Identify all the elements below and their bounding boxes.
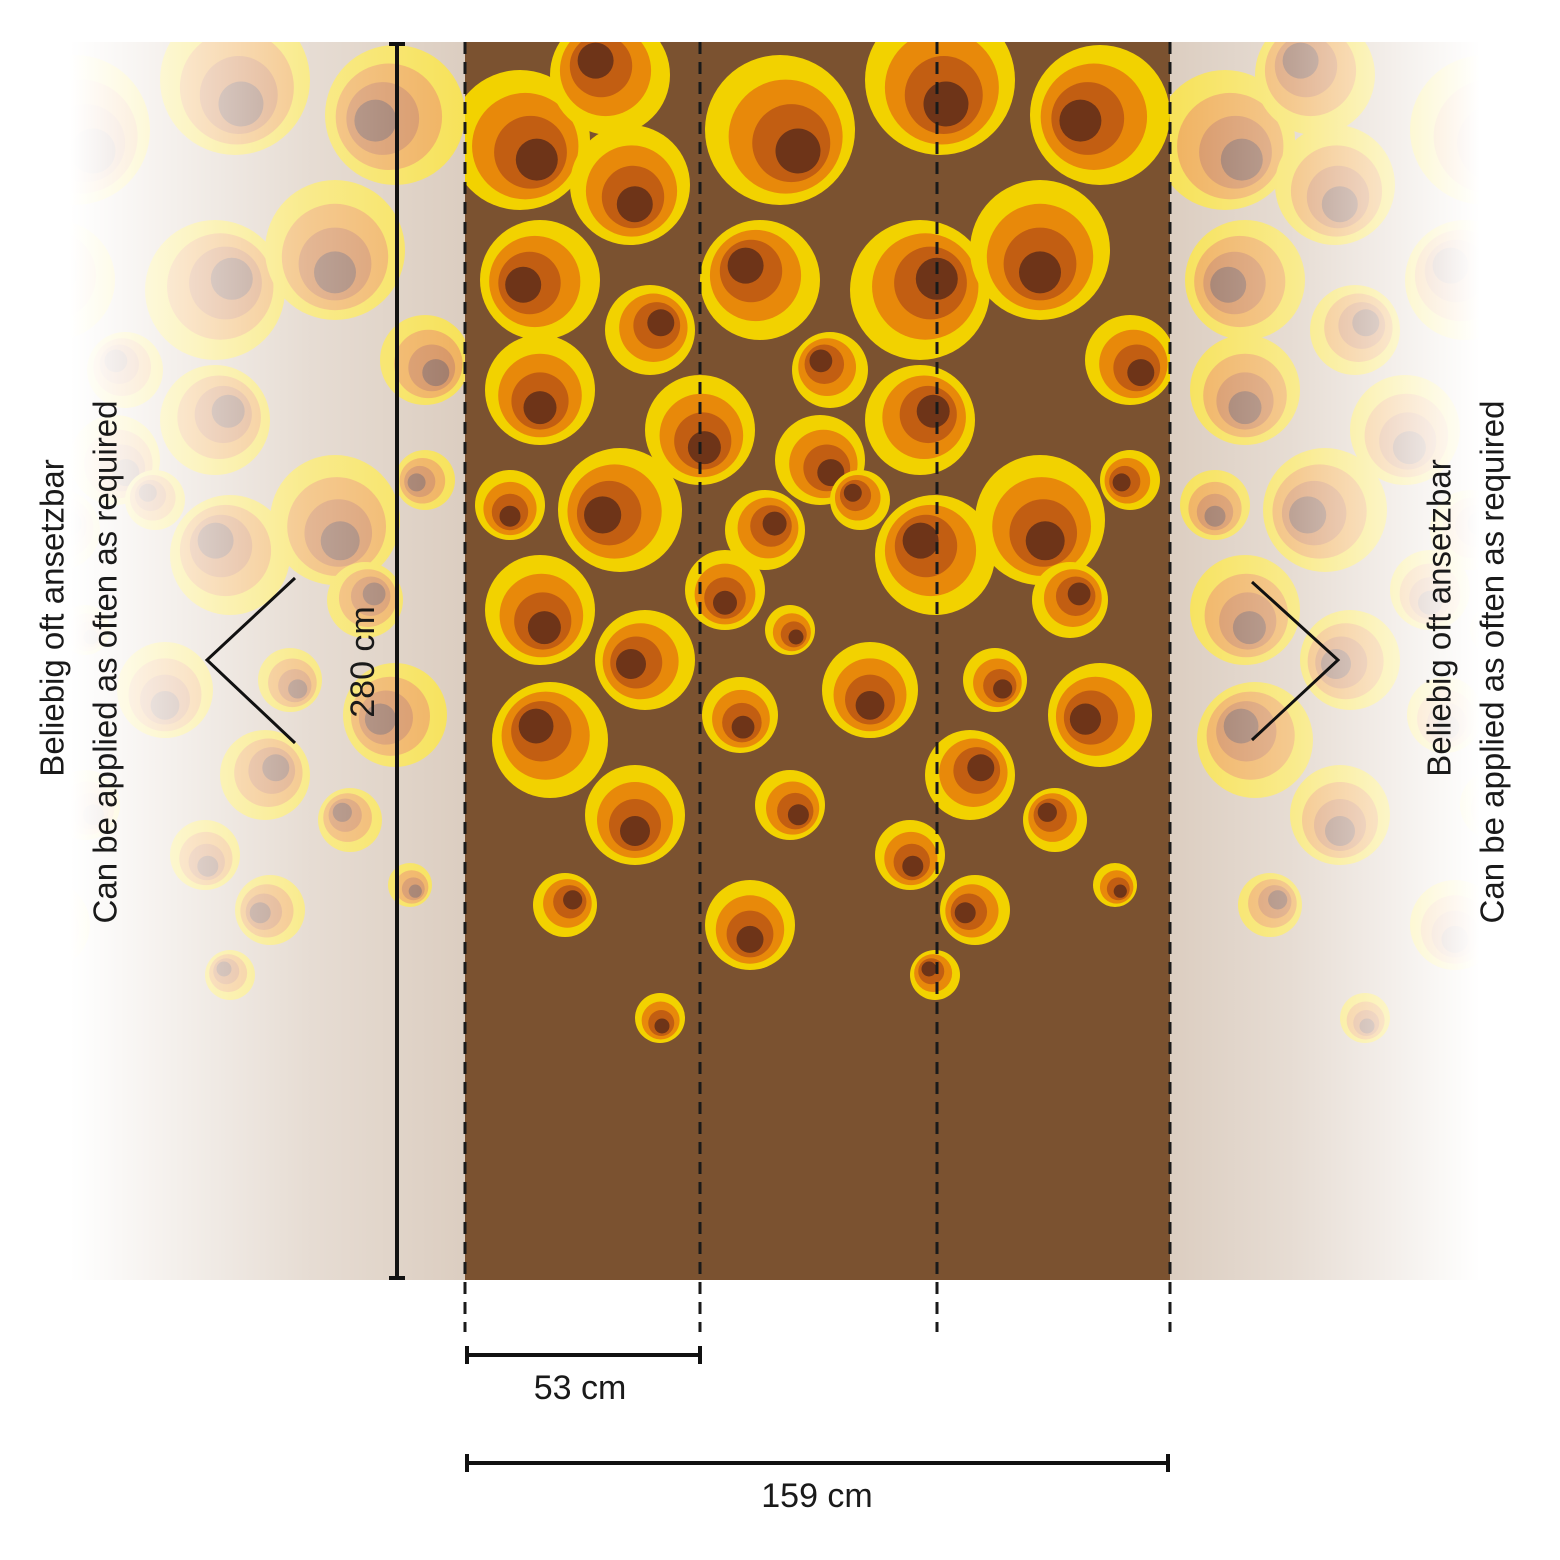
circle-motif (0, 394, 38, 478)
circle-motif (1497, 332, 1560, 408)
circle-motif (1503, 338, 1560, 396)
circle-motif (787, 804, 809, 826)
circle-motif (915, 257, 958, 300)
circle-motif (954, 902, 976, 924)
chevron-right (1250, 580, 1341, 742)
panel-width-label: 53 cm (534, 1369, 627, 1407)
pattern (465, 42, 1170, 1043)
circle-motif (923, 81, 969, 127)
circle-motif (0, 431, 16, 464)
circle-motif (527, 611, 561, 645)
chevron-left (204, 576, 297, 745)
circle-motif (1522, 459, 1549, 486)
circle-motif (1019, 251, 1061, 294)
circle-motif (1127, 359, 1155, 387)
circle-motif (1113, 884, 1127, 898)
circle-motif (584, 496, 622, 534)
circle-motif (577, 42, 614, 79)
circle-motif (1510, 345, 1550, 385)
circle-motif (993, 679, 1013, 699)
circle-motif (1527, 642, 1560, 738)
circle-motif (518, 708, 554, 744)
circle-motif (1112, 473, 1131, 492)
circle-motif (1069, 703, 1102, 735)
circle-motif (916, 394, 950, 428)
circle-motif (0, 412, 26, 469)
circle-motif (788, 629, 804, 645)
circle-motif (1059, 99, 1102, 142)
total-width-label: 159 cm (761, 1477, 873, 1515)
circle-motif (515, 138, 558, 181)
circle-motif (1037, 802, 1057, 822)
circle-motif (32, 926, 59, 953)
circle-motif (775, 128, 821, 174)
circle-motif (902, 855, 924, 877)
circle-motif (1067, 582, 1091, 606)
circle-motif (855, 690, 885, 720)
circle-motif (731, 715, 755, 739)
circle-motif (70, 906, 80, 953)
height-dimension (389, 42, 405, 1280)
circle-motif (1540, 475, 1560, 521)
total-width-dimension (465, 1454, 1170, 1472)
side-note: Beliebig oft ansetzbar (34, 459, 71, 776)
circle-motif (22, 911, 69, 958)
circle-motif (1539, 658, 1560, 731)
circle-motif (921, 961, 937, 977)
circle-motif (23, 248, 59, 284)
circle-motif (1514, 349, 1537, 372)
circle-motif (727, 247, 764, 284)
circle-motif (620, 816, 650, 846)
circle-motif (1550, 675, 1560, 725)
circle-motif (647, 309, 675, 337)
seam-lines (463, 42, 1172, 1332)
side-note: Can be applied as often as required (87, 401, 124, 924)
circle-motif (616, 186, 653, 223)
circle-motif (616, 649, 646, 679)
circle-motif (1555, 220, 1560, 360)
circle-motif (1545, 480, 1560, 511)
circle-motif (713, 590, 737, 615)
side-note: Beliebig oft ansetzbar (1421, 459, 1458, 776)
circle-motif (1481, 129, 1526, 174)
circle-motif (563, 890, 583, 910)
side-note: Can be applied as often as required (1474, 401, 1511, 924)
circle-motif (809, 349, 833, 373)
circle-motif (817, 459, 845, 487)
circle-motif (902, 522, 939, 559)
circle-motif (1025, 521, 1065, 561)
circle-motif (499, 505, 521, 527)
circle-motif (505, 266, 542, 303)
circle-motif (1535, 470, 1560, 530)
height-label: 280 cm (344, 606, 382, 718)
circle-motif (1549, 484, 1560, 502)
circle-motif (687, 431, 721, 465)
circle-motif (967, 754, 995, 782)
circle-motif (843, 483, 862, 502)
circle-motif (654, 1018, 670, 1034)
panel-width-dimension (465, 1346, 702, 1364)
circle-motif (736, 925, 764, 953)
circle-motif (762, 511, 787, 536)
fade (1170, 42, 1480, 1280)
circle-motif (8, 591, 32, 615)
circle-motif (523, 391, 557, 425)
circle-motif (1508, 444, 1555, 491)
fade (70, 42, 465, 1280)
circle-motif (70, 251, 78, 291)
